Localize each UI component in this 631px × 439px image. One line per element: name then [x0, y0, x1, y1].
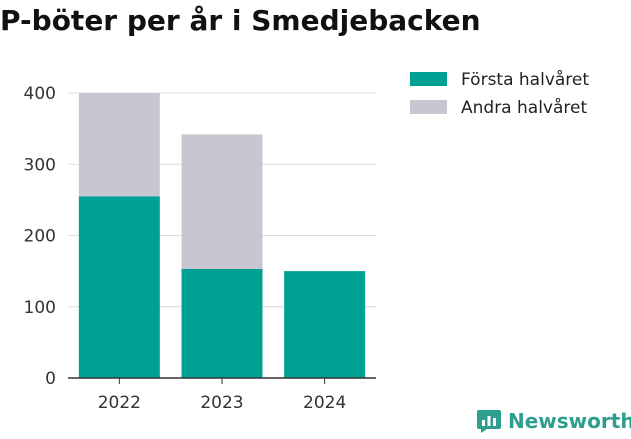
x-tick-label-2022: 2022	[98, 393, 141, 413]
y-axis-ticks: 0 100 200 300 400	[24, 84, 56, 389]
bars	[78, 93, 366, 378]
y-tick-label-300: 300	[24, 155, 56, 175]
bar-2022-series-2	[78, 93, 160, 197]
x-tick-label-2024: 2024	[303, 393, 346, 413]
bar-2023-series-1	[181, 268, 263, 378]
y-tick-label-200: 200	[24, 227, 56, 247]
legend: Första halvåret Andra halvåret	[410, 69, 589, 118]
legend-swatch-1	[410, 72, 447, 86]
x-tick-label-2023: 2023	[200, 393, 243, 413]
bar-2024-series-1	[284, 271, 366, 378]
newsworthy-logo-text: Newsworthy	[508, 409, 631, 433]
legend-label-1: Första halvåret	[461, 69, 589, 90]
y-tick-label-100: 100	[24, 298, 56, 318]
legend-label-2: Andra halvåret	[461, 97, 587, 118]
chart-title: P-böter per år i Smedjebacken	[0, 4, 481, 37]
bar-2022-series-1	[78, 196, 160, 378]
y-tick-label-400: 400	[24, 84, 56, 104]
x-axis-ticks: 2022 2023 2024	[98, 378, 346, 413]
legend-swatch-2	[410, 100, 447, 114]
newsworthy-logo-icon	[477, 410, 501, 433]
y-tick-label-0: 0	[45, 369, 56, 389]
bar-2023-series-2	[181, 134, 263, 269]
newsworthy-logo: Newsworthy	[476, 408, 631, 434]
